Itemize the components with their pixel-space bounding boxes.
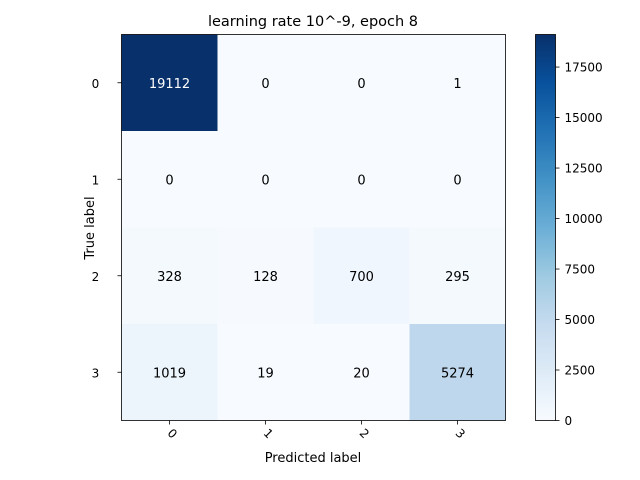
heatmap-cell xyxy=(121,227,218,324)
cell-value-label: 1019 xyxy=(153,366,186,381)
x-axis: 0 1 2 3 xyxy=(165,420,468,441)
heatmap-cell xyxy=(217,131,314,228)
heatmap-cell xyxy=(121,324,218,421)
x-axis-label: Predicted label xyxy=(265,451,362,466)
colorbar xyxy=(535,34,556,421)
cell-value-label: 295 xyxy=(445,270,470,285)
heatmap-cell xyxy=(217,34,314,131)
y-tick-label: 2 xyxy=(92,270,100,284)
cell-value-label: 0 xyxy=(165,173,173,188)
colorbar-tick-label: 5000 xyxy=(565,313,596,327)
heatmap-cells: 19112 0 0 1 0 0 0 0 328 128 700 295 1019 19 20 5274 xyxy=(121,34,506,421)
y-axis-label: True label xyxy=(83,196,98,260)
plot-frame xyxy=(121,34,506,421)
colorbar-tick-label: 7500 xyxy=(565,263,596,277)
x-tick-label: 0 xyxy=(165,426,180,441)
cell-value-label: 328 xyxy=(157,270,182,285)
chart-title: learning rate 10^-9, epoch 8 xyxy=(208,14,418,30)
colorbar-tick-label: 2500 xyxy=(565,364,596,378)
x-tick-label: 2 xyxy=(357,426,372,441)
cell-value-label: 19 xyxy=(257,366,274,381)
heatmap-cell xyxy=(121,131,218,228)
colorbar-tick-label: 17500 xyxy=(565,61,603,75)
cell-value-label: 1 xyxy=(453,77,461,92)
heatmap-cell xyxy=(313,227,410,324)
heatmap-cell xyxy=(409,324,506,421)
colorbar-tick-label: 15000 xyxy=(565,111,603,125)
colorbar-tick-label: 0 xyxy=(565,414,573,428)
heatmap-cell xyxy=(313,34,410,131)
cell-value-label: 20 xyxy=(353,366,370,381)
heatmap-cell xyxy=(121,34,218,131)
cell-value-label: 700 xyxy=(349,270,374,285)
x-tick-label: 1 xyxy=(261,426,276,441)
heatmap-cell xyxy=(217,324,314,421)
heatmap-cell xyxy=(313,324,410,421)
colorbar-tick-label: 10000 xyxy=(565,212,603,226)
cell-value-label: 19112 xyxy=(149,77,190,92)
cell-value-label: 0 xyxy=(357,173,365,188)
x-tick-label: 3 xyxy=(453,426,468,441)
colorbar-axis: 0 2500 5000 7500 10000 12500 15000 17500 xyxy=(555,61,603,428)
y-axis: 0 1 2 3 xyxy=(92,77,122,380)
heatmap-cell xyxy=(217,227,314,324)
cell-value-label: 5274 xyxy=(441,366,474,381)
y-tick-label: 1 xyxy=(92,173,100,187)
cell-value-label: 0 xyxy=(261,173,269,188)
y-tick-label: 0 xyxy=(92,77,100,91)
cell-value-label: 0 xyxy=(357,77,365,92)
y-tick-label: 3 xyxy=(92,366,100,380)
heatmap-cell xyxy=(313,131,410,228)
heatmap-cell xyxy=(409,34,506,131)
cell-value-label: 128 xyxy=(253,270,278,285)
heatmap-cell xyxy=(409,131,506,228)
heatmap-cell xyxy=(409,227,506,324)
cell-value-label: 0 xyxy=(261,77,269,92)
colorbar-tick-label: 12500 xyxy=(565,162,603,176)
cell-value-label: 0 xyxy=(453,173,461,188)
